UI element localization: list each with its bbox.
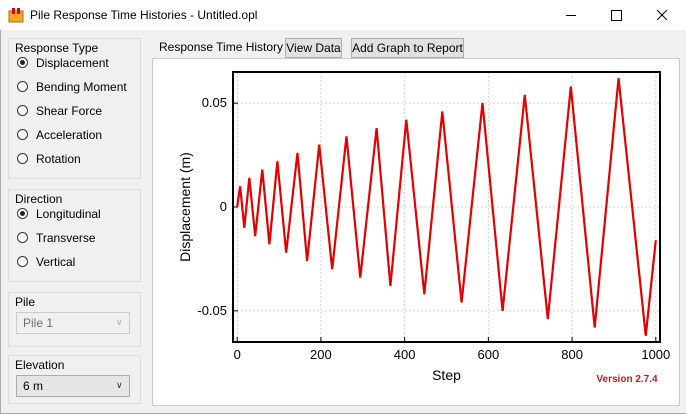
app-icon	[8, 8, 24, 23]
radio-button[interactable]	[17, 57, 28, 68]
group-label: Elevation	[15, 358, 65, 372]
x-tick-label: 400	[394, 347, 416, 362]
title-bar: Pile Response Time Histories - Untitled.…	[0, 0, 686, 30]
chart-panel	[152, 58, 680, 406]
radio-button[interactable]	[17, 208, 28, 219]
dropdown[interactable]: 6 m	[16, 375, 130, 397]
y-axis-label: Displacement (m)	[177, 152, 193, 262]
group-box	[8, 38, 141, 179]
add-graph-button[interactable]: Add Graph to Report	[351, 38, 464, 58]
group-box	[8, 189, 141, 282]
y-tick-label: -0.05	[197, 303, 227, 318]
maximize-button[interactable]	[611, 10, 622, 21]
radio-label[interactable]: Displacement	[36, 56, 109, 70]
dropdown-arrow[interactable]: ∨	[116, 380, 123, 390]
view-data-button[interactable]: View Data	[285, 38, 342, 58]
radio-button[interactable]	[17, 256, 28, 267]
radio-button[interactable]	[17, 129, 28, 140]
version-note: Version 2.7.4	[596, 374, 658, 385]
radio-button[interactable]	[17, 153, 28, 164]
x-tick-label: 200	[310, 347, 332, 362]
radio-button[interactable]	[17, 105, 28, 116]
group-label: Response Type	[15, 41, 99, 55]
y-tick-label: 0.05	[202, 95, 227, 110]
radio-label[interactable]: Vertical	[36, 255, 76, 269]
radio-button[interactable]	[17, 81, 28, 92]
radio-label[interactable]: Acceleration	[36, 128, 103, 142]
chart: -0.05 0 0.05 0 200 400 600 800 1000 Step Displacem…	[177, 71, 670, 385]
radio-button[interactable]	[17, 232, 28, 243]
radio-label[interactable]: Shear Force	[36, 104, 103, 118]
group-label: Pile	[15, 295, 36, 309]
x-tick-label: 800	[561, 347, 583, 362]
x-tick-label: 600	[478, 347, 500, 362]
data-line	[236, 78, 657, 336]
radio-label[interactable]: Bending Moment	[36, 80, 127, 94]
group-label: Direction	[15, 192, 63, 206]
plot-frame	[232, 71, 661, 343]
radio-label[interactable]: Longitudinal	[36, 207, 101, 221]
radio-label[interactable]: Transverse	[36, 231, 96, 245]
dropdown: Pile 1	[16, 312, 130, 334]
x-tick-label: 0	[234, 347, 241, 362]
window-title: Pile Response Time Histories - Untitled.…	[30, 8, 258, 22]
window-controls	[566, 9, 668, 21]
x-tick-label: 1000	[641, 347, 670, 362]
y-tick-label: 0	[220, 199, 227, 214]
radio-dot	[20, 60, 25, 65]
close-button[interactable]	[656, 9, 668, 21]
radio-dot	[20, 211, 25, 216]
radio-label[interactable]: Rotation	[36, 152, 81, 166]
section-label: Response Time History	[159, 40, 284, 54]
x-axis-label: Step	[432, 367, 461, 383]
dropdown-arrow: ∨	[116, 317, 123, 327]
